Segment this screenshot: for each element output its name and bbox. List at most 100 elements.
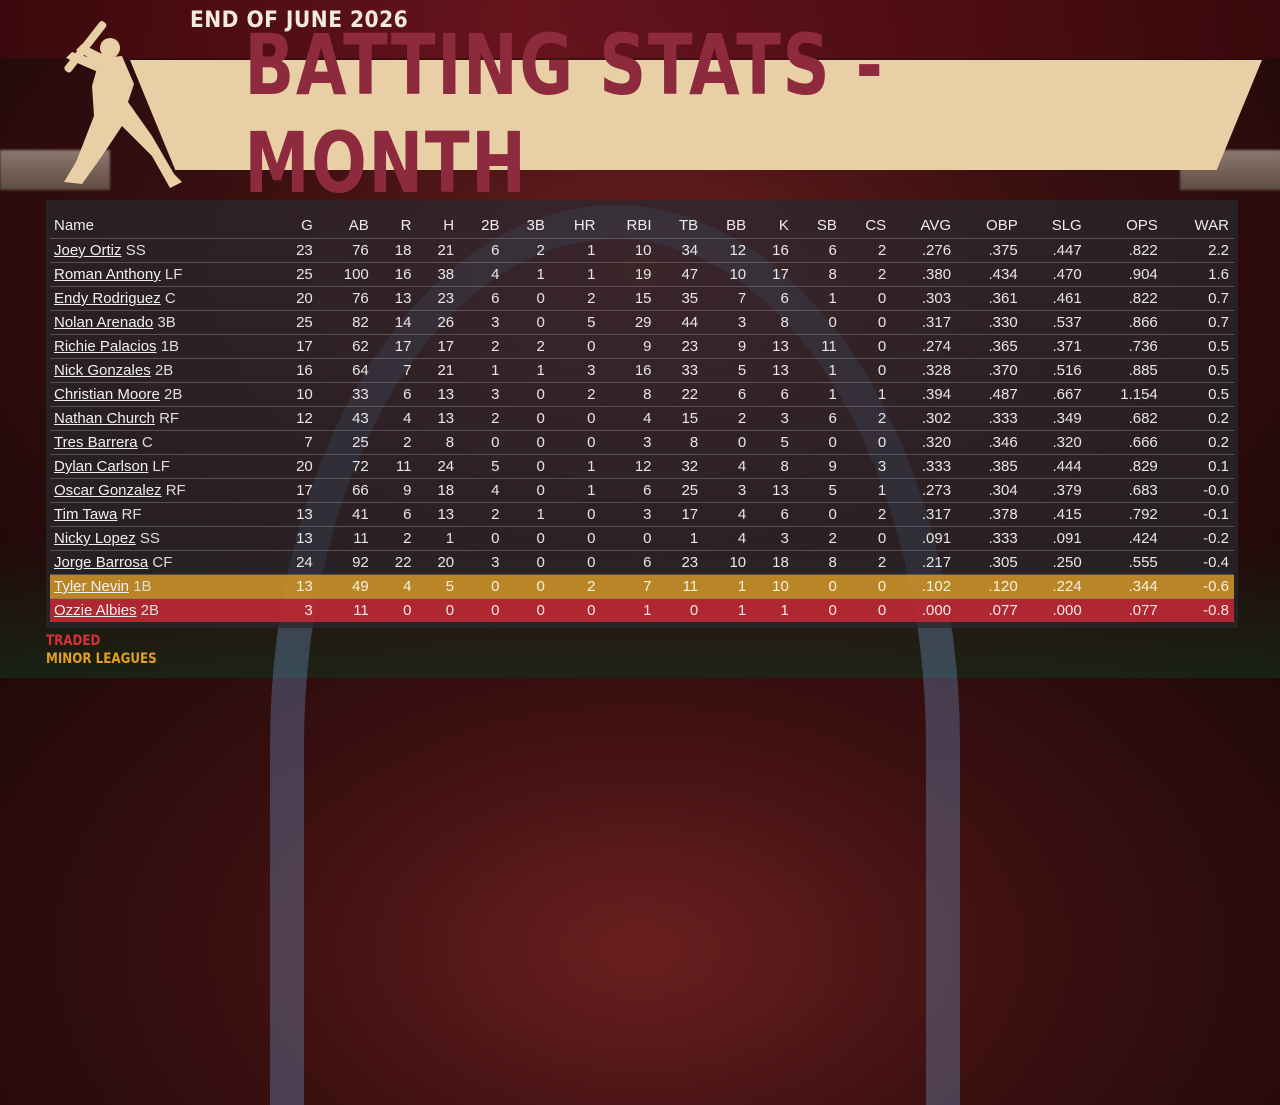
stat-cell-3b: 1 — [504, 262, 550, 287]
table-row[interactable]: Roman Anthony LF 25 100 16 38 4 1 1 19 47 10 17 8 2.3… — [50, 262, 1234, 287]
stat-cell-h: 38 — [416, 262, 460, 287]
column-header-3b[interactable]: 3B — [526, 217, 545, 234]
column-header-ops[interactable]: OPS — [1126, 217, 1158, 234]
player-cell: Nathan Church RF — [50, 406, 276, 431]
column-header-obp[interactable]: OBP — [986, 217, 1018, 234]
player-name-link[interactable]: Jorge Barrosa — [54, 554, 149, 571]
column-header-hr[interactable]: HR — [573, 217, 596, 234]
player-name-link[interactable]: Tres Barrera — [54, 434, 138, 451]
stat-cell-bb: 7 — [703, 286, 752, 311]
player-position: LF — [152, 458, 170, 475]
column-header-war[interactable]: WAR — [1194, 217, 1229, 234]
player-name-link[interactable]: Nolan Arenado — [54, 314, 154, 331]
stat-cell-war: 0.1 — [1162, 454, 1234, 479]
stat-cell-ops: .736 — [1086, 334, 1163, 359]
stat-cell-ab: 66 — [317, 478, 374, 503]
stat-cell-2b: 2 — [459, 502, 505, 527]
table-row[interactable]: Endy Rodriguez C 20 76 13 23 6 0 2 15 35 7 6 1 0.303.… — [50, 286, 1234, 311]
column-header-rbi[interactable]: RBI — [626, 217, 652, 234]
stat-cell-ab: 76 — [317, 286, 374, 311]
column-header-2b[interactable]: 2B — [481, 217, 500, 234]
table-row[interactable]: Joey Ortiz SS 23 76 18 21 6 2 1 10 34 12 16 6 2.276.3… — [50, 238, 1234, 263]
column-header-slg[interactable]: SLG — [1051, 217, 1082, 234]
stat-cell-sb: 1 — [793, 382, 842, 407]
stat-cell-ab: 43 — [317, 406, 374, 431]
stat-cell-slg: .224 — [1022, 574, 1087, 599]
stat-cell-sb: 5 — [793, 478, 842, 503]
stat-cell-tb: 15 — [656, 406, 704, 431]
stat-cell-tb: 25 — [656, 478, 704, 503]
table-row[interactable]: Tres Barrera C 7 25 2 8 0 0 0 3 8 0 5 0 0.320.346.320… — [50, 430, 1234, 455]
table-row[interactable]: Tim Tawa RF 13 41 6 13 2 1 0 3 17 4 6 0 2.317.378.415… — [50, 502, 1234, 527]
player-name-link[interactable]: Tyler Nevin — [54, 578, 130, 595]
stat-cell-3b: 0 — [504, 430, 550, 455]
stat-cell-3b: 0 — [504, 382, 550, 407]
column-header-tb[interactable]: TB — [678, 217, 699, 234]
stat-cell-obp: .333 — [956, 526, 1023, 551]
stat-cell-ab: 62 — [317, 334, 374, 359]
table-row[interactable]: Tyler Nevin 1B 13 49 4 5 0 0 2 7 11 1 10 0 0.102.120.… — [50, 574, 1234, 599]
stat-cell-avg: .102 — [891, 574, 957, 599]
column-header-name[interactable]: Name — [54, 217, 95, 234]
player-name-link[interactable]: Oscar Gonzalez — [54, 482, 162, 499]
player-cell: Oscar Gonzalez RF — [50, 478, 276, 503]
stat-cell-cs: 0 — [841, 334, 892, 359]
table-row[interactable]: Christian Moore 2B 10 33 6 13 3 0 2 8 22 6 6 1 1.394.… — [50, 382, 1234, 407]
stat-cell-ops: 1.154 — [1086, 382, 1163, 407]
table-row[interactable]: Dylan Carlson LF 20 72 11 24 5 0 1 12 32 4 8 9 3.333.… — [50, 454, 1234, 479]
player-name-link[interactable]: Ozzie Albies — [54, 602, 137, 619]
stat-cell-r: 22 — [373, 550, 417, 575]
table-row[interactable]: Nolan Arenado 3B 25 82 14 26 3 0 5 29 44 3 8 0 0.317.… — [50, 310, 1234, 335]
stat-cell-rbi: 12 — [600, 454, 657, 479]
stat-cell-g: 24 — [275, 550, 318, 575]
player-position: 2B — [140, 602, 160, 619]
stat-cell-2b: 3 — [459, 382, 505, 407]
column-header-r[interactable]: R — [400, 217, 412, 234]
stat-cell-ops: .822 — [1086, 286, 1163, 311]
table-row[interactable]: Ozzie Albies 2B 3 11 0 0 0 0 0 1 0 1 1 0 0.000.077.00… — [50, 598, 1234, 622]
player-name-link[interactable]: Christian Moore — [54, 386, 160, 403]
player-name-link[interactable]: Roman Anthony — [54, 266, 161, 283]
table-row[interactable]: Nick Gonzales 2B 16 64 7 21 1 1 3 16 33 5 13 1 0.328.… — [50, 358, 1234, 383]
player-cell: Jorge Barrosa CF — [50, 550, 276, 575]
column-header-h[interactable]: H — [443, 217, 455, 234]
player-name-link[interactable]: Richie Palacios — [54, 338, 157, 355]
stat-cell-bb: 9 — [703, 334, 752, 359]
stat-cell-sb: 2 — [793, 526, 842, 551]
stat-cell-tb: 8 — [656, 430, 704, 455]
column-header-avg[interactable]: AVG — [920, 217, 952, 234]
player-name-link[interactable]: Nicky Lopez — [54, 530, 136, 547]
stat-cell-ops: .666 — [1086, 430, 1163, 455]
column-header-k[interactable]: K — [778, 217, 789, 234]
player-name-link[interactable]: Nick Gonzales — [54, 362, 151, 379]
stat-cell-sb: 1 — [793, 358, 842, 383]
page-title: BATTING STATS - MONTH — [244, 16, 885, 212]
player-name-link[interactable]: Nathan Church — [54, 410, 155, 427]
table-row[interactable]: Richie Palacios 1B 17 62 17 17 2 2 0 9 23 9 13 11 0.2… — [50, 334, 1234, 359]
stat-cell-war: -0.2 — [1162, 526, 1234, 551]
stat-cell-g: 23 — [275, 238, 318, 263]
stat-cell-cs: 0 — [841, 526, 892, 551]
stat-cell-bb: 0 — [703, 430, 752, 455]
stat-cell-hr: 2 — [549, 286, 601, 311]
column-header-sb[interactable]: SB — [816, 217, 837, 234]
column-header-bb[interactable]: BB — [726, 217, 747, 234]
player-name-link[interactable]: Endy Rodriguez — [54, 290, 161, 307]
stat-cell-bb: 4 — [703, 502, 752, 527]
player-cell: Roman Anthony LF — [50, 262, 276, 287]
stat-cell-sb: 8 — [793, 550, 842, 575]
stat-cell-h: 5 — [416, 574, 460, 599]
player-name-link[interactable]: Tim Tawa — [54, 506, 118, 523]
table-row[interactable]: Oscar Gonzalez RF 17 66 9 18 4 0 1 6 25 3 13 5 1.273.… — [50, 478, 1234, 503]
stat-cell-2b: 2 — [459, 406, 505, 431]
column-header-cs[interactable]: CS — [865, 217, 887, 234]
player-name-link[interactable]: Joey Ortiz — [54, 242, 122, 259]
column-header-ab[interactable]: AB — [348, 217, 369, 234]
table-row[interactable]: Nicky Lopez SS 13 11 2 1 0 0 0 0 1 4 3 2 0.091.333.09… — [50, 526, 1234, 551]
table-header-row: Name G AB R H 2B 3B HR RBI TB BB K SB CS AVG OBP SLG OPS W… — [50, 200, 1234, 239]
stat-cell-h: 23 — [416, 286, 460, 311]
player-name-link[interactable]: Dylan Carlson — [54, 458, 149, 475]
table-row[interactable]: Jorge Barrosa CF 24 92 22 20 3 0 0 6 23 10 18 8 2.217… — [50, 550, 1234, 575]
table-row[interactable]: Nathan Church RF 12 43 4 13 2 0 0 4 15 2 3 6 2.302.33… — [50, 406, 1234, 431]
column-header-g[interactable]: G — [301, 217, 313, 234]
